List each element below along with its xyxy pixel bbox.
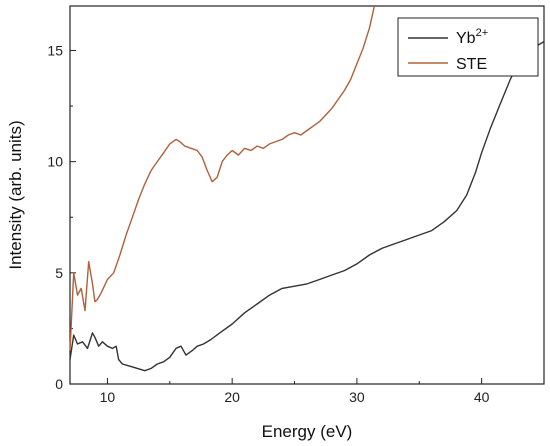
series-line-yb [69, 40, 545, 372]
x-tick-label: 30 [349, 389, 365, 405]
y-axis-ticks: 0 5 10 15 [47, 42, 76, 392]
legend-label-ste: STE [456, 56, 487, 73]
x-axis-ticks: 10 20 30 40 [100, 378, 545, 405]
x-axis-label: Energy (eV) [262, 422, 353, 441]
legend-label-yb2: Yb2+ [456, 27, 488, 47]
x-tick-label: 20 [224, 389, 240, 405]
x-tick-label: 40 [474, 389, 490, 405]
y-tick-label: 15 [47, 42, 63, 58]
y-tick-label: 0 [55, 376, 63, 392]
legend-box [397, 17, 539, 77]
y-tick-label: 5 [55, 265, 63, 281]
series-layer [69, 5, 545, 372]
x-tick-label: 10 [100, 389, 116, 405]
series-line-ste [69, 5, 376, 351]
legend: Yb2+ STE [397, 17, 539, 77]
y-axis-label: Intensity (arb. units) [6, 120, 25, 269]
y-tick-label: 10 [47, 154, 63, 170]
